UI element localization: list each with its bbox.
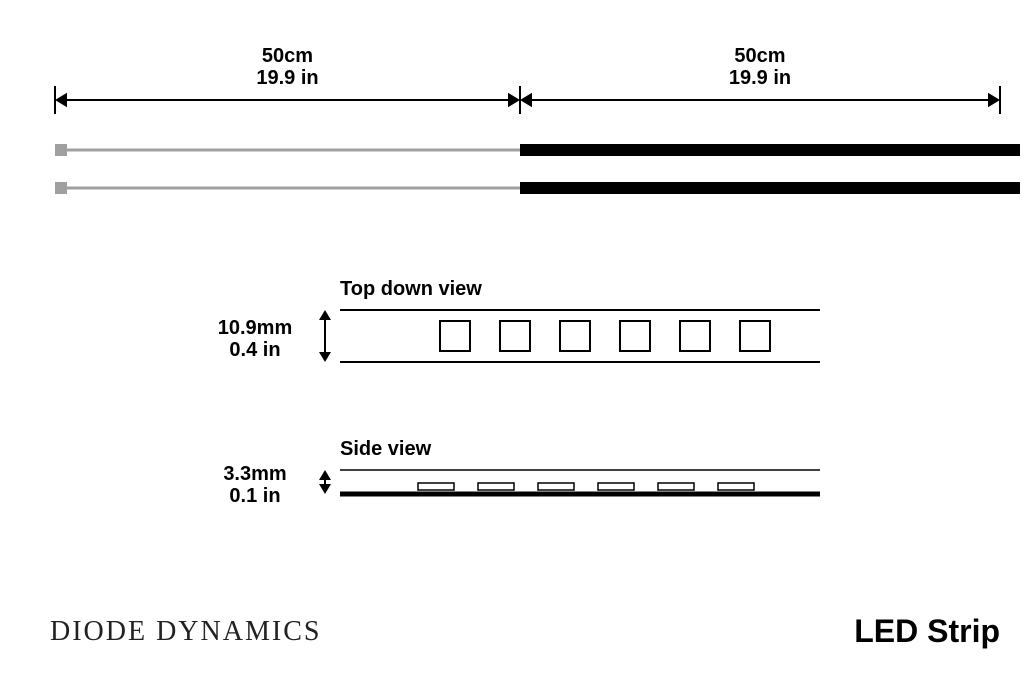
dim-left-cm: 50cm — [262, 45, 313, 67]
led-top-icon — [680, 321, 710, 351]
cable-connector — [55, 182, 67, 194]
brand-logo-text: DIODE DYNAMICS — [50, 616, 321, 647]
cable-connector — [55, 144, 67, 156]
arrow-head — [319, 310, 331, 320]
led-side-icon — [418, 483, 454, 490]
dim-left-in: 19.9 in — [256, 67, 318, 89]
dim-right-cm: 50cm — [734, 45, 785, 67]
dim-right-in: 19.9 in — [729, 67, 791, 89]
led-top-icon — [500, 321, 530, 351]
product-title: LED Strip — [854, 613, 1000, 649]
arrow-head — [319, 470, 331, 480]
sideview-dim-in: 0.1 in — [229, 485, 280, 507]
led-top-icon — [740, 321, 770, 351]
led-top-icon — [560, 321, 590, 351]
led-side-icon — [478, 483, 514, 490]
arrow-head — [520, 93, 532, 107]
arrow-head — [319, 484, 331, 494]
topview-dim-mm: 10.9mm — [218, 317, 293, 339]
sideview-dim-mm: 3.3mm — [223, 463, 286, 485]
arrow-head — [508, 93, 520, 107]
led-side-icon — [598, 483, 634, 490]
arrow-head — [988, 93, 1000, 107]
arrow-head — [55, 93, 67, 107]
led-side-icon — [538, 483, 574, 490]
led-side-icon — [718, 483, 754, 490]
arrow-head — [319, 352, 331, 362]
led-top-icon — [440, 321, 470, 351]
topview-dim-in: 0.4 in — [229, 339, 280, 361]
led-side-icon — [658, 483, 694, 490]
top-view-label: Top down view — [340, 278, 482, 300]
side-view-label: Side view — [340, 438, 432, 460]
led-top-icon — [620, 321, 650, 351]
